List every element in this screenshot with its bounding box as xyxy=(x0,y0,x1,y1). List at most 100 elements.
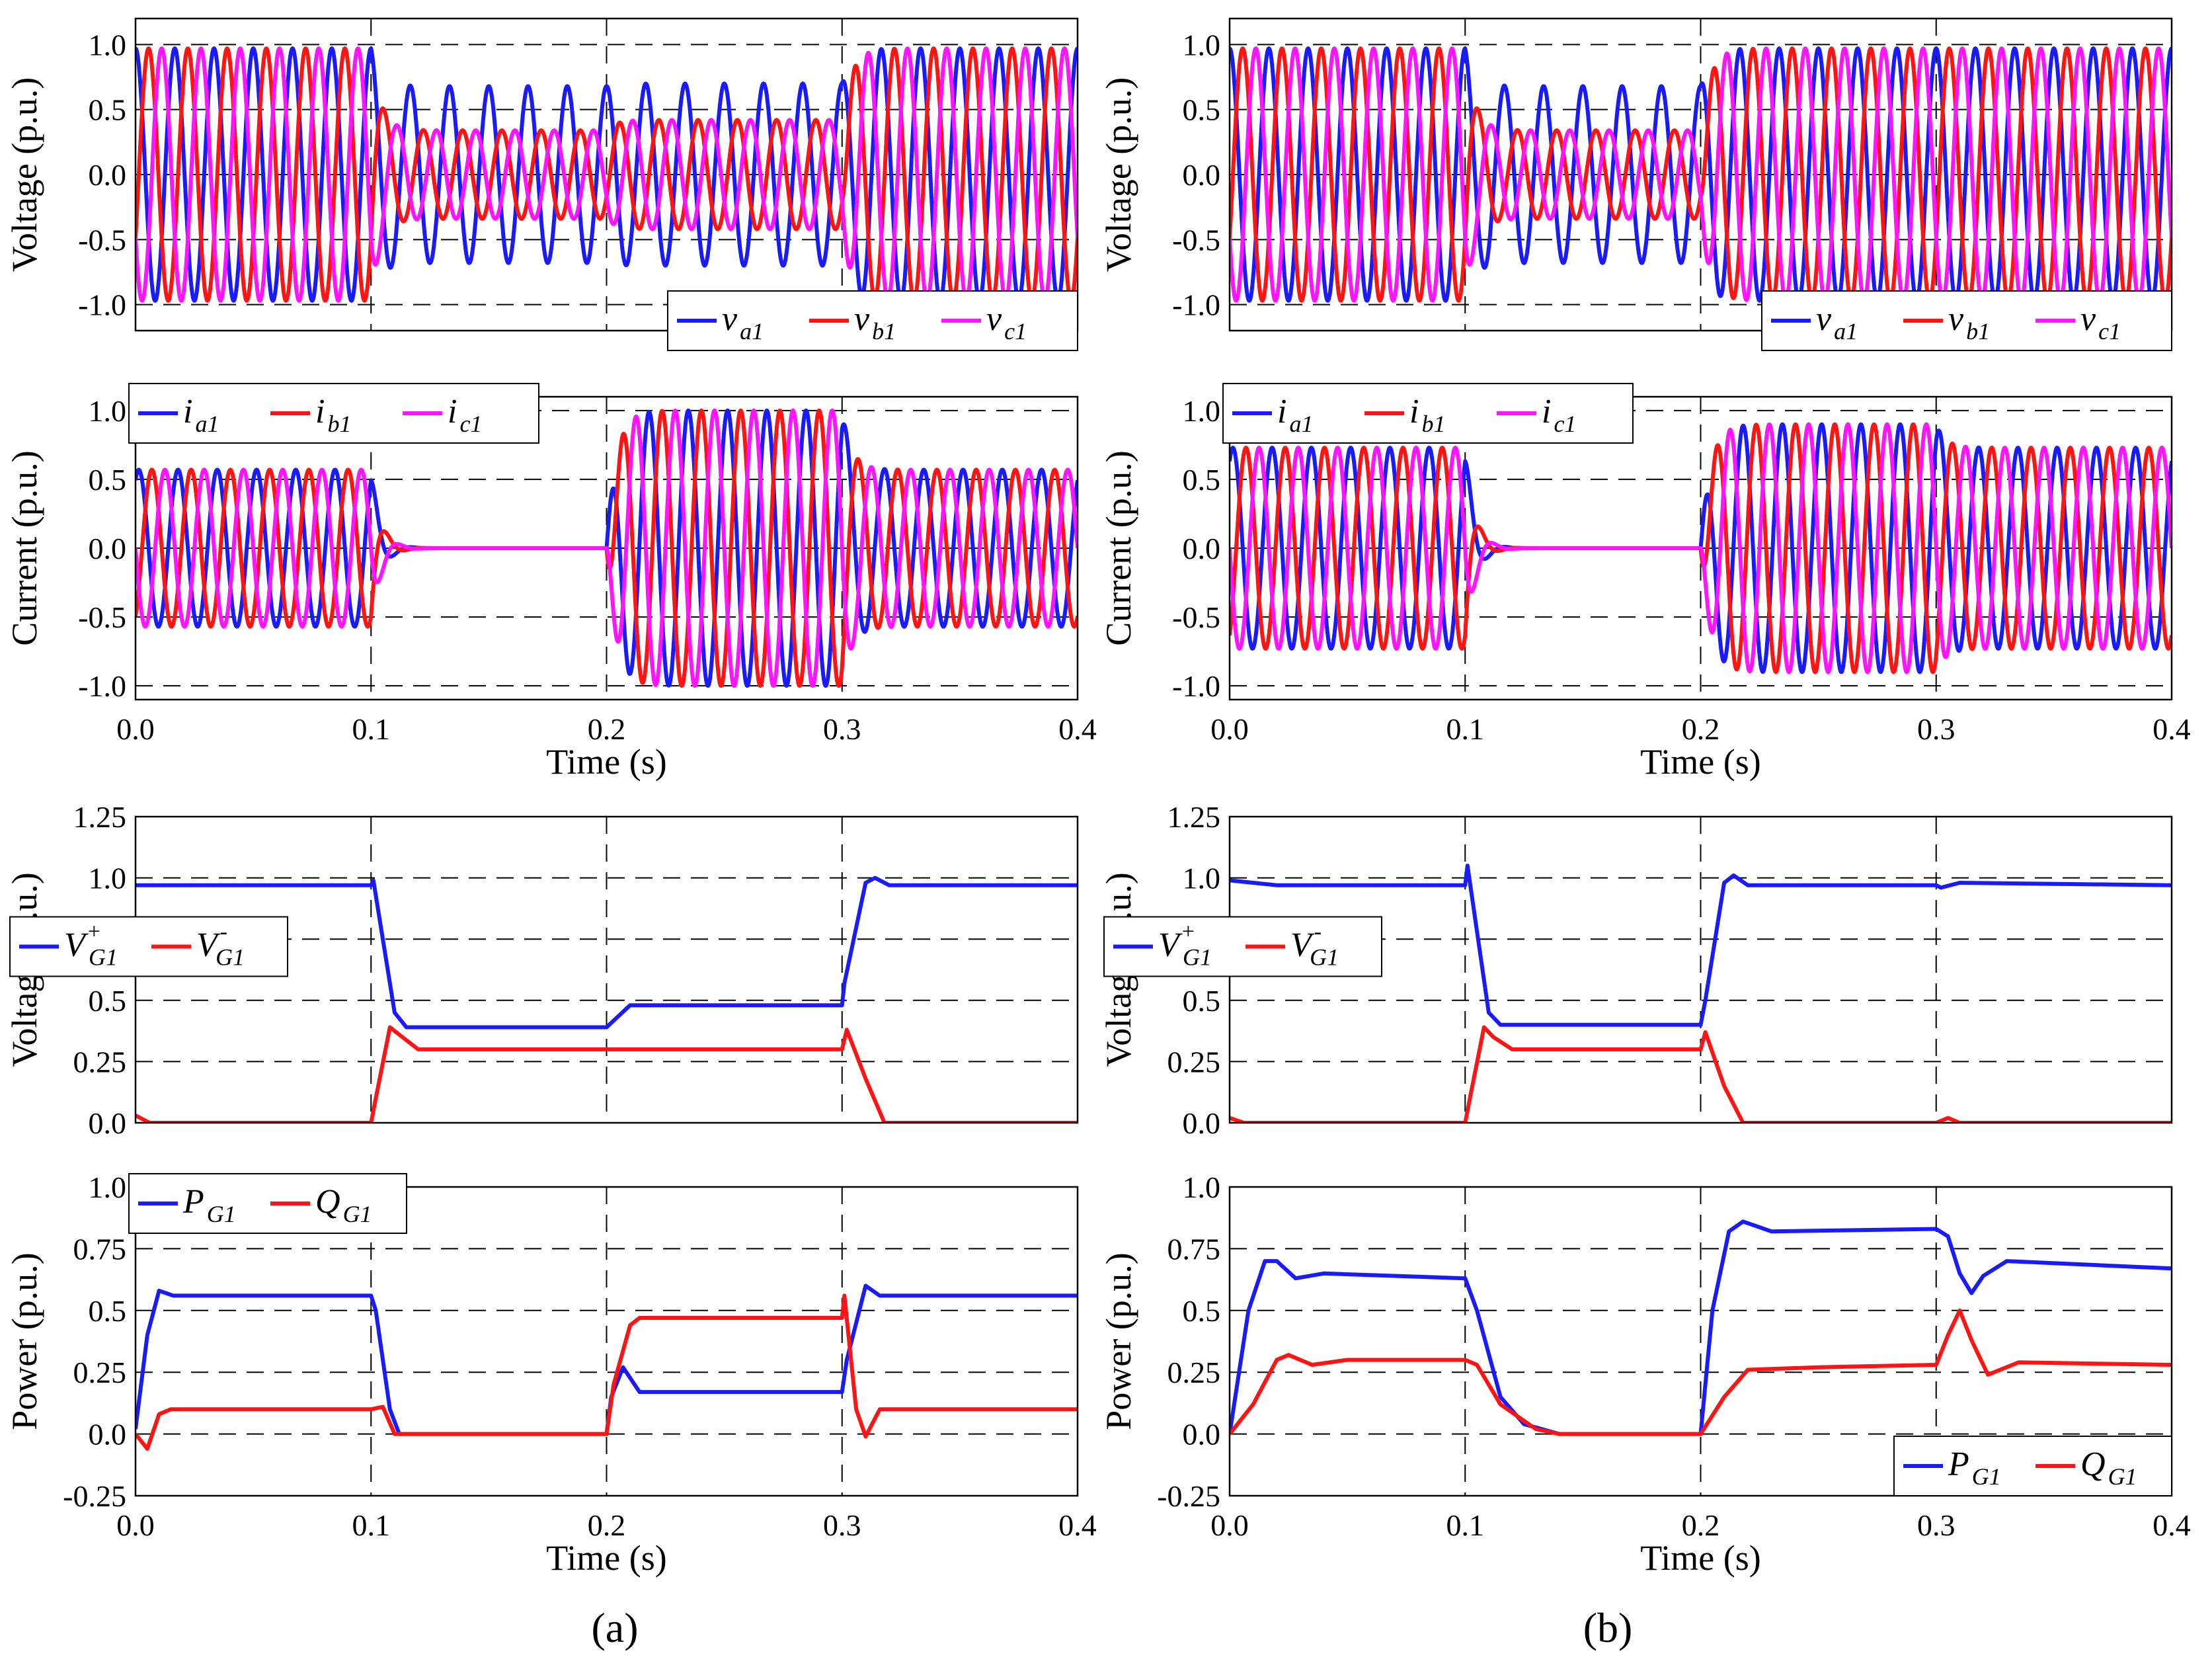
chart-a-sequence-voltage-legend-subscript-1: G1 xyxy=(216,944,245,971)
chart-b-power-ytick-label-0: -0.25 xyxy=(1157,1479,1220,1513)
chart-b-voltage-traces xyxy=(1230,46,2172,303)
panel-label-b: (b) xyxy=(1583,1604,1633,1651)
chart-b-voltage-ytick-label-1: -0.5 xyxy=(1172,223,1220,257)
chart-b-voltage-series-a1-0 xyxy=(1230,46,2172,303)
chart-a-voltage-ytick-label-0: -1.0 xyxy=(78,288,126,322)
chart-a-sequence-voltage-series-G1-1 xyxy=(136,1025,1078,1123)
chart-b-voltage-ylabel: Voltage (p.u.) xyxy=(1099,77,1138,272)
chart-a-power-xtick-label-2: 0.2 xyxy=(588,1508,626,1542)
chart-b-sequence-voltage-legend-subscript-1: G1 xyxy=(1310,944,1339,971)
chart-b-power-ytick-label-1: 0.0 xyxy=(1183,1418,1221,1451)
chart-a-sequence-voltage-ytick-label-2: 0.5 xyxy=(89,984,127,1018)
chart-a-voltage-legend-label-1: v b1 xyxy=(854,300,896,345)
chart-a-power-legend-label-0: P G1 xyxy=(182,1183,236,1227)
chart-b-current-legend-subscript-2: c1 xyxy=(1554,411,1576,437)
chart-a-power-legend-symbol-0: P xyxy=(182,1183,204,1221)
chart-b-sequence-voltage-series-G1-1 xyxy=(1230,1025,2172,1123)
chart-a-current-legend: i a1 i b1 i c1 xyxy=(128,383,539,444)
chart-b-sequence-voltage-legend-subscript-0: G1 xyxy=(1183,944,1212,971)
chart-b-voltage-series-c1-2 xyxy=(1230,46,2172,303)
chart-b-power-ytick-label-2: 0.25 xyxy=(1167,1356,1221,1389)
chart-a-power: -0.250.00.250.50.751.00.0 0.1 0.2 0.3 0.4Pow… xyxy=(5,1170,1097,1578)
chart-b-voltage-legend-subscript-1: b1 xyxy=(1966,318,1990,345)
chart-a-sequence-voltage-legend-label-1: V -G1 xyxy=(196,920,245,971)
chart-b-power-ytick-label-5: 1.0 xyxy=(1183,1170,1221,1204)
chart-b-sequence-voltage-legend-superscript-1: - xyxy=(1314,920,1322,944)
chart-b-power-xtick-label-3: 0.3 xyxy=(1917,1508,1955,1542)
chart-a-current-xtick-label-0: 0.0 xyxy=(116,712,155,746)
chart-b-power-xtick-label-0: 0.0 xyxy=(1210,1508,1249,1542)
chart-b-voltage-ytick-label-3: 0.5 xyxy=(1183,93,1221,127)
chart-b-sequence-voltage-series-G1-0 xyxy=(1230,864,2172,1027)
chart-b-power-legend: P G1 Q G1 xyxy=(1893,1436,2172,1496)
chart-a-current-legend-subscript-0: a1 xyxy=(195,411,219,437)
chart-a-voltage-series-c1-2 xyxy=(136,46,1078,303)
chart-b-current-ytick-label-4: 1.0 xyxy=(1183,394,1221,428)
chart-b-current-legend-subscript-1: b1 xyxy=(1421,411,1445,437)
chart-a-current-ylabel: Current (p.u.) xyxy=(5,450,44,645)
chart-a-sequence-voltage-ytick-label-0: 0.0 xyxy=(89,1106,127,1140)
chart-b-current-legend-subscript-0: a1 xyxy=(1289,411,1313,437)
chart-b-power-legend-symbol-0: P xyxy=(1948,1445,1969,1483)
chart-a-current-legend-subscript-1: b1 xyxy=(327,411,351,437)
chart-a-power-xtick-label-0: 0.0 xyxy=(116,1508,155,1542)
chart-b-current-legend-symbol-2: i xyxy=(1542,393,1551,430)
chart-a-power-legend-symbol-1: Q xyxy=(315,1183,340,1221)
chart-b-voltage-legend-symbol-0: v xyxy=(1816,300,1832,338)
chart-a-current-legend-label-2: i c1 xyxy=(448,393,482,437)
chart-a-voltage-ytick-label-3: 0.5 xyxy=(89,93,127,127)
chart-a-sequence-voltage-legend: V + G1 V -G1 xyxy=(9,916,288,977)
chart-a-voltage-ytick-label-1: -0.5 xyxy=(78,223,126,257)
chart-a-sequence-voltage-ytick-label-4: 1.0 xyxy=(89,862,127,895)
chart-a-current-legend-subscript-2: c1 xyxy=(459,411,482,437)
chart-a-power-series-G1-1 xyxy=(136,1293,1078,1451)
chart-a-current-ytick-label-4: 1.0 xyxy=(89,394,127,428)
chart-a-current-xtick-label-2: 0.2 xyxy=(588,712,626,746)
chart-a-current-traces xyxy=(136,408,1078,688)
chart-a-sequence-voltage-legend-symbol-1: V xyxy=(196,926,221,964)
chart-a-voltage-traces xyxy=(136,46,1078,303)
chart-b-sequence-voltage-legend-label-1: V -G1 xyxy=(1290,920,1339,971)
chart-a-current-legend-box xyxy=(128,383,539,444)
chart-b-power-legend-label-1: Q G1 xyxy=(2080,1445,2137,1490)
chart-b-power-series-G1-1 xyxy=(1230,1308,2172,1436)
chart-b-voltage-legend-symbol-2: v xyxy=(2080,300,2096,338)
chart-b-power-ylabel: Power (p.u.) xyxy=(1099,1252,1138,1430)
chart-b-current: -1.0 -0.5 0.0 0.5 1.0 0.0 0.1 0.2 0.3 0.4 Current … xyxy=(1099,383,2191,782)
chart-b-sequence-voltage-legend: V + G1 V -G1 xyxy=(1103,916,1382,977)
chart-b-sequence-voltage-legend-label-0: V + G1 xyxy=(1158,920,1212,971)
chart-a-current-legend-label-1: i b1 xyxy=(315,393,351,437)
chart-a-voltage-legend-label-0: v a1 xyxy=(722,300,764,345)
chart-b-voltage-legend: v a1 v b1 v c1 xyxy=(1761,290,2172,351)
chart-a-power-ytick-label-1: 0.0 xyxy=(89,1418,127,1451)
chart-b-sequence-voltage-legend-symbol-1: V xyxy=(1290,926,1315,964)
chart-b-sequence-voltage-legend-symbol-0: V xyxy=(1158,926,1183,964)
chart-b-current-ytick-label-2: 0.0 xyxy=(1183,532,1221,565)
chart-a-current-xtick-label-3: 0.3 xyxy=(823,712,861,746)
chart-a-voltage-legend-box xyxy=(667,290,1078,351)
chart-b-sequence-voltage-ytick-label-0: 0.0 xyxy=(1183,1106,1221,1140)
chart-a-voltage-legend: v a1 v b1 v c1 xyxy=(667,290,1078,351)
chart-b-power-xtick-label-2: 0.2 xyxy=(1682,1508,1720,1542)
chart-a-current-legend-symbol-1: i xyxy=(315,393,325,430)
chart-b-current-xtick-label-3: 0.3 xyxy=(1917,712,1955,746)
chart-b-power-xtick-label-4: 0.4 xyxy=(2153,1508,2191,1542)
chart-a-voltage-ytick-label-2: 0.0 xyxy=(89,158,127,192)
chart-a-sequence-voltage-ytick-label-5: 1.25 xyxy=(73,800,127,834)
chart-a-current-legend-symbol-0: i xyxy=(183,393,192,430)
chart-a-power-legend-subscript-1: G1 xyxy=(343,1201,372,1227)
chart-b-voltage-legend-label-1: v b1 xyxy=(1948,300,1990,345)
chart-b-voltage-ytick-label-0: -1.0 xyxy=(1172,288,1220,322)
chart-a-power-ylabel: Power (p.u.) xyxy=(5,1252,44,1430)
chart-a-power-ytick-label-5: 1.0 xyxy=(89,1170,127,1204)
chart-b-current-ytick-label-0: -1.0 xyxy=(1172,669,1220,703)
chart-b-voltage-ytick-label-4: 1.0 xyxy=(1183,28,1221,61)
chart-a-voltage-legend-symbol-0: v xyxy=(722,300,738,338)
chart-b-current-legend-box xyxy=(1222,383,1634,444)
chart-a-current-legend-label-0: i a1 xyxy=(183,393,219,437)
chart-b-current-legend-symbol-0: i xyxy=(1277,393,1286,430)
chart-a-power-legend-label-1: Q G1 xyxy=(315,1183,372,1227)
chart-b-power-legend-subscript-0: G1 xyxy=(1972,1463,2001,1490)
